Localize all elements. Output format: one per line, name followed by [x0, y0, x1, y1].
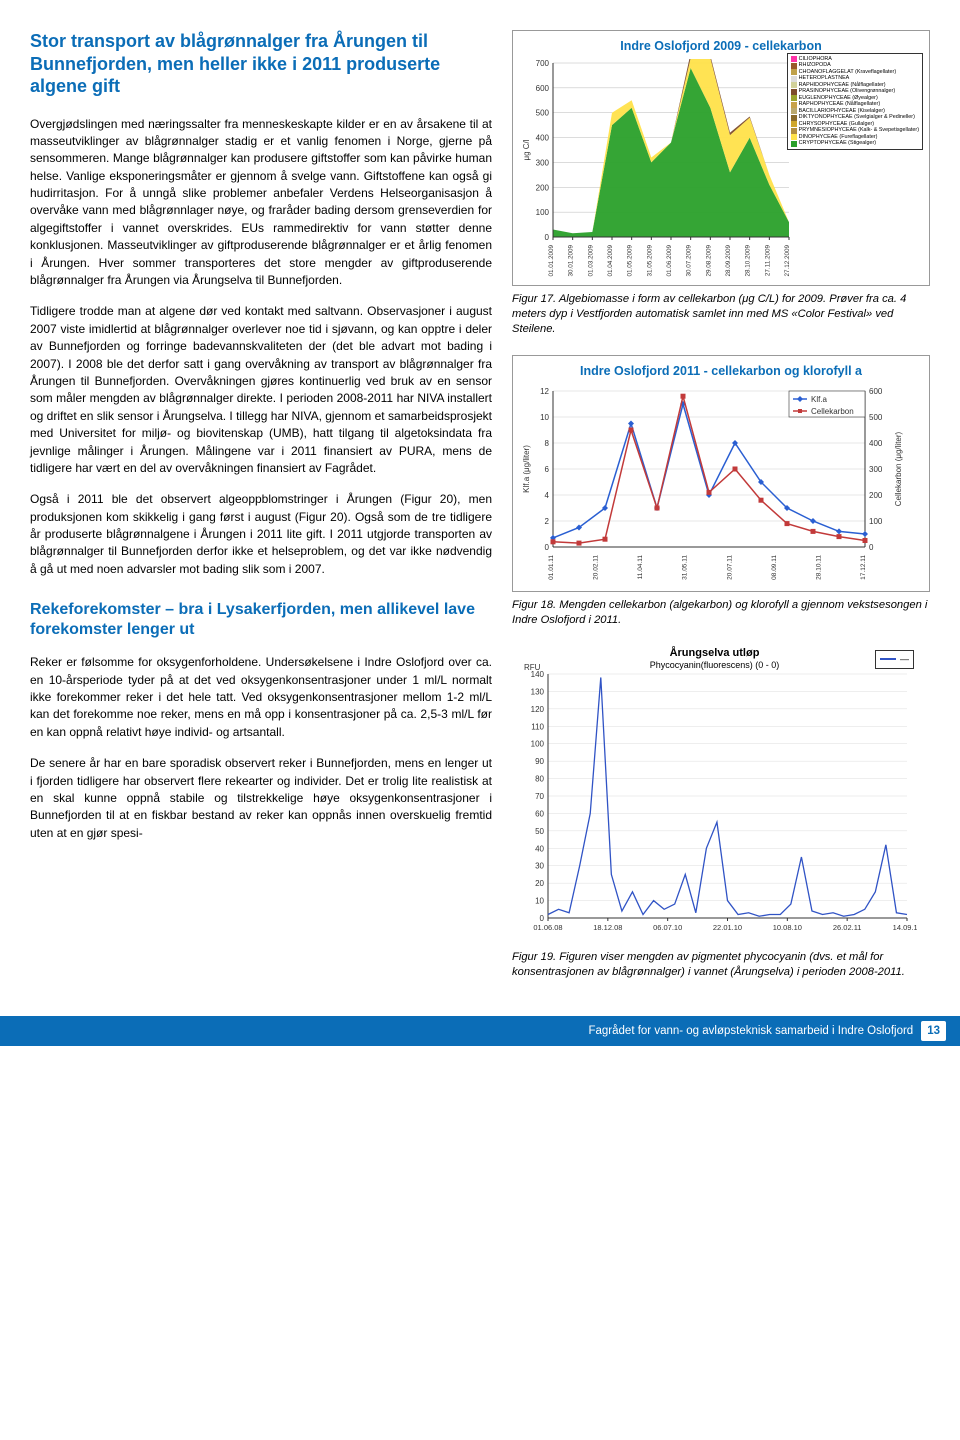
svg-text:500: 500 [869, 413, 883, 422]
svg-text:27.12.2009: 27.12.2009 [784, 245, 791, 277]
svg-text:4: 4 [545, 491, 550, 500]
svg-text:50: 50 [535, 827, 544, 836]
svg-text:31.05.11: 31.05.11 [682, 554, 689, 579]
svg-text:Klf.a (μg/liter): Klf.a (μg/liter) [522, 444, 531, 492]
caption-2: Figur 18. Mengden cellekarbon (algekarbo… [512, 598, 930, 628]
svg-text:500: 500 [536, 109, 550, 118]
svg-text:200: 200 [536, 183, 550, 192]
svg-text:29.08.2009: 29.08.2009 [705, 245, 712, 277]
chart3-legend-label: — [900, 654, 909, 664]
chart-1-box: Indre Oslofjord 2009 - cellekarbon 01002… [512, 30, 930, 286]
svg-text:0: 0 [545, 233, 550, 242]
svg-text:80: 80 [535, 774, 544, 783]
page-number: 13 [921, 1021, 946, 1042]
svg-text:100: 100 [531, 740, 545, 749]
svg-text:18.12.08: 18.12.08 [593, 923, 622, 932]
svg-text:100: 100 [536, 208, 550, 217]
main-heading: Stor transport av blågrønnalger fra Årun… [30, 30, 492, 98]
svg-text:01.06.08: 01.06.08 [533, 923, 562, 932]
chart3-legend: — [875, 650, 914, 669]
svg-text:700: 700 [536, 59, 550, 68]
svg-text:0: 0 [869, 543, 874, 552]
svg-text:30: 30 [535, 862, 544, 871]
svg-text:140: 140 [531, 670, 545, 679]
svg-text:08.09.11: 08.09.11 [771, 554, 778, 579]
svg-text:20.02.11: 20.02.11 [593, 554, 600, 579]
chart-3-box: Årungselva utløpPhycocyanin(fluorescens)… [512, 646, 930, 946]
svg-text:28.10.11: 28.10.11 [815, 554, 822, 579]
chart-2-box: Indre Oslofjord 2011 - cellekarbon og kl… [512, 355, 930, 591]
svg-text:Klf.a: Klf.a [811, 395, 828, 404]
svg-text:28.10.2009: 28.10.2009 [745, 245, 752, 277]
sub-heading: Rekeforekomster – bra i Lysakerfjorden, … [30, 600, 492, 640]
svg-text:130: 130 [531, 687, 545, 696]
chart-2-title: Indre Oslofjord 2011 - cellekarbon og kl… [519, 362, 923, 380]
svg-text:6: 6 [545, 465, 550, 474]
svg-text:400: 400 [869, 439, 883, 448]
svg-text:70: 70 [535, 792, 544, 801]
svg-text:17.12.11: 17.12.11 [860, 554, 867, 579]
svg-text:12: 12 [540, 387, 549, 396]
svg-text:01.01.11: 01.01.11 [548, 554, 555, 579]
svg-text:20: 20 [535, 879, 544, 888]
svg-text:110: 110 [531, 722, 544, 731]
svg-text:600: 600 [869, 387, 883, 396]
svg-text:600: 600 [536, 84, 550, 93]
svg-text:10: 10 [535, 896, 544, 905]
paragraph-4: Reker er følsomme for oksygenforholdene.… [30, 654, 492, 741]
svg-text:120: 120 [531, 705, 545, 714]
svg-text:Cellekarbon: Cellekarbon [811, 407, 854, 416]
svg-text:10.08.10: 10.08.10 [773, 923, 802, 932]
paragraph-3: Også i 2011 ble det observert algeoppblo… [30, 491, 492, 578]
footer-text: Fagrådet for vann- og avløpsteknisk sama… [588, 1023, 913, 1040]
svg-text:60: 60 [535, 809, 544, 818]
svg-text:400: 400 [536, 134, 550, 143]
svg-text:10: 10 [540, 413, 549, 422]
page-footer: Fagrådet for vann- og avløpsteknisk sama… [0, 1016, 960, 1046]
svg-text:300: 300 [869, 465, 883, 474]
svg-text:μg C/l: μg C/l [522, 139, 531, 160]
chart-1-legend: CILIOPHORARHIZOPODACHOANOFLAGGELAT (Krav… [787, 53, 923, 150]
svg-text:0: 0 [545, 543, 550, 552]
svg-text:01.03.2009: 01.03.2009 [587, 245, 594, 277]
svg-text:01.04.2009: 01.04.2009 [607, 245, 614, 277]
svg-text:0: 0 [540, 914, 545, 923]
paragraph-5: De senere år har en bare sporadisk obser… [30, 755, 492, 842]
svg-text:11.04.11: 11.04.11 [637, 554, 644, 579]
paragraph-2: Tidligere trodde man at algene dør ved k… [30, 303, 492, 477]
svg-text:01.05.2009: 01.05.2009 [627, 245, 634, 277]
left-column: Stor transport av blågrønnalger fra Årun… [30, 30, 492, 998]
svg-text:31.05.2009: 31.05.2009 [646, 245, 653, 277]
svg-text:27.11.2009: 27.11.2009 [764, 245, 771, 277]
chart-2-svg: 0 2 4 6 8 10 12 0 100 200 300 400 500 600 Klf.a (μg/li… [519, 385, 909, 585]
chart-3-svg: Årungselva utløpPhycocyanin(fluorescens)… [512, 646, 917, 946]
svg-text:01.06.2009: 01.06.2009 [666, 245, 673, 277]
svg-text:2: 2 [545, 517, 550, 526]
paragraph-1: Overgjødslingen med næringssalter fra me… [30, 116, 492, 290]
svg-text:8: 8 [545, 439, 550, 448]
svg-text:100: 100 [869, 517, 883, 526]
svg-text:Phycocyanin(fluorescens) (0 -: Phycocyanin(fluorescens) (0 - 0) [650, 660, 780, 670]
svg-text:Cellekarbon (μg/liter): Cellekarbon (μg/liter) [894, 431, 903, 506]
svg-text:22.01.10: 22.01.10 [713, 923, 742, 932]
caption-3: Figur 19. Figuren viser mengden av pigme… [512, 950, 930, 980]
svg-text:14.09.11: 14.09.11 [893, 923, 917, 932]
right-column: Indre Oslofjord 2009 - cellekarbon 01002… [512, 30, 930, 998]
svg-text:30.07.2009: 30.07.2009 [686, 245, 693, 277]
svg-text:300: 300 [536, 159, 550, 168]
svg-text:Årungselva utløp: Årungselva utløp [670, 646, 760, 659]
svg-text:20.07.11: 20.07.11 [726, 554, 733, 579]
svg-text:90: 90 [535, 757, 544, 766]
caption-1: Figur 17. Algebiomasse i form av celleka… [512, 292, 930, 337]
svg-text:01.01.2009: 01.01.2009 [548, 245, 555, 277]
svg-text:26.02.11: 26.02.11 [833, 923, 862, 932]
svg-text:28.09.2009: 28.09.2009 [725, 245, 732, 277]
svg-text:40: 40 [535, 844, 544, 853]
page-body: Stor transport av blågrønnalger fra Årun… [0, 0, 960, 1008]
svg-text:30.01.2009: 30.01.2009 [568, 245, 575, 277]
svg-text:06.07.10: 06.07.10 [653, 923, 682, 932]
svg-text:200: 200 [869, 491, 883, 500]
